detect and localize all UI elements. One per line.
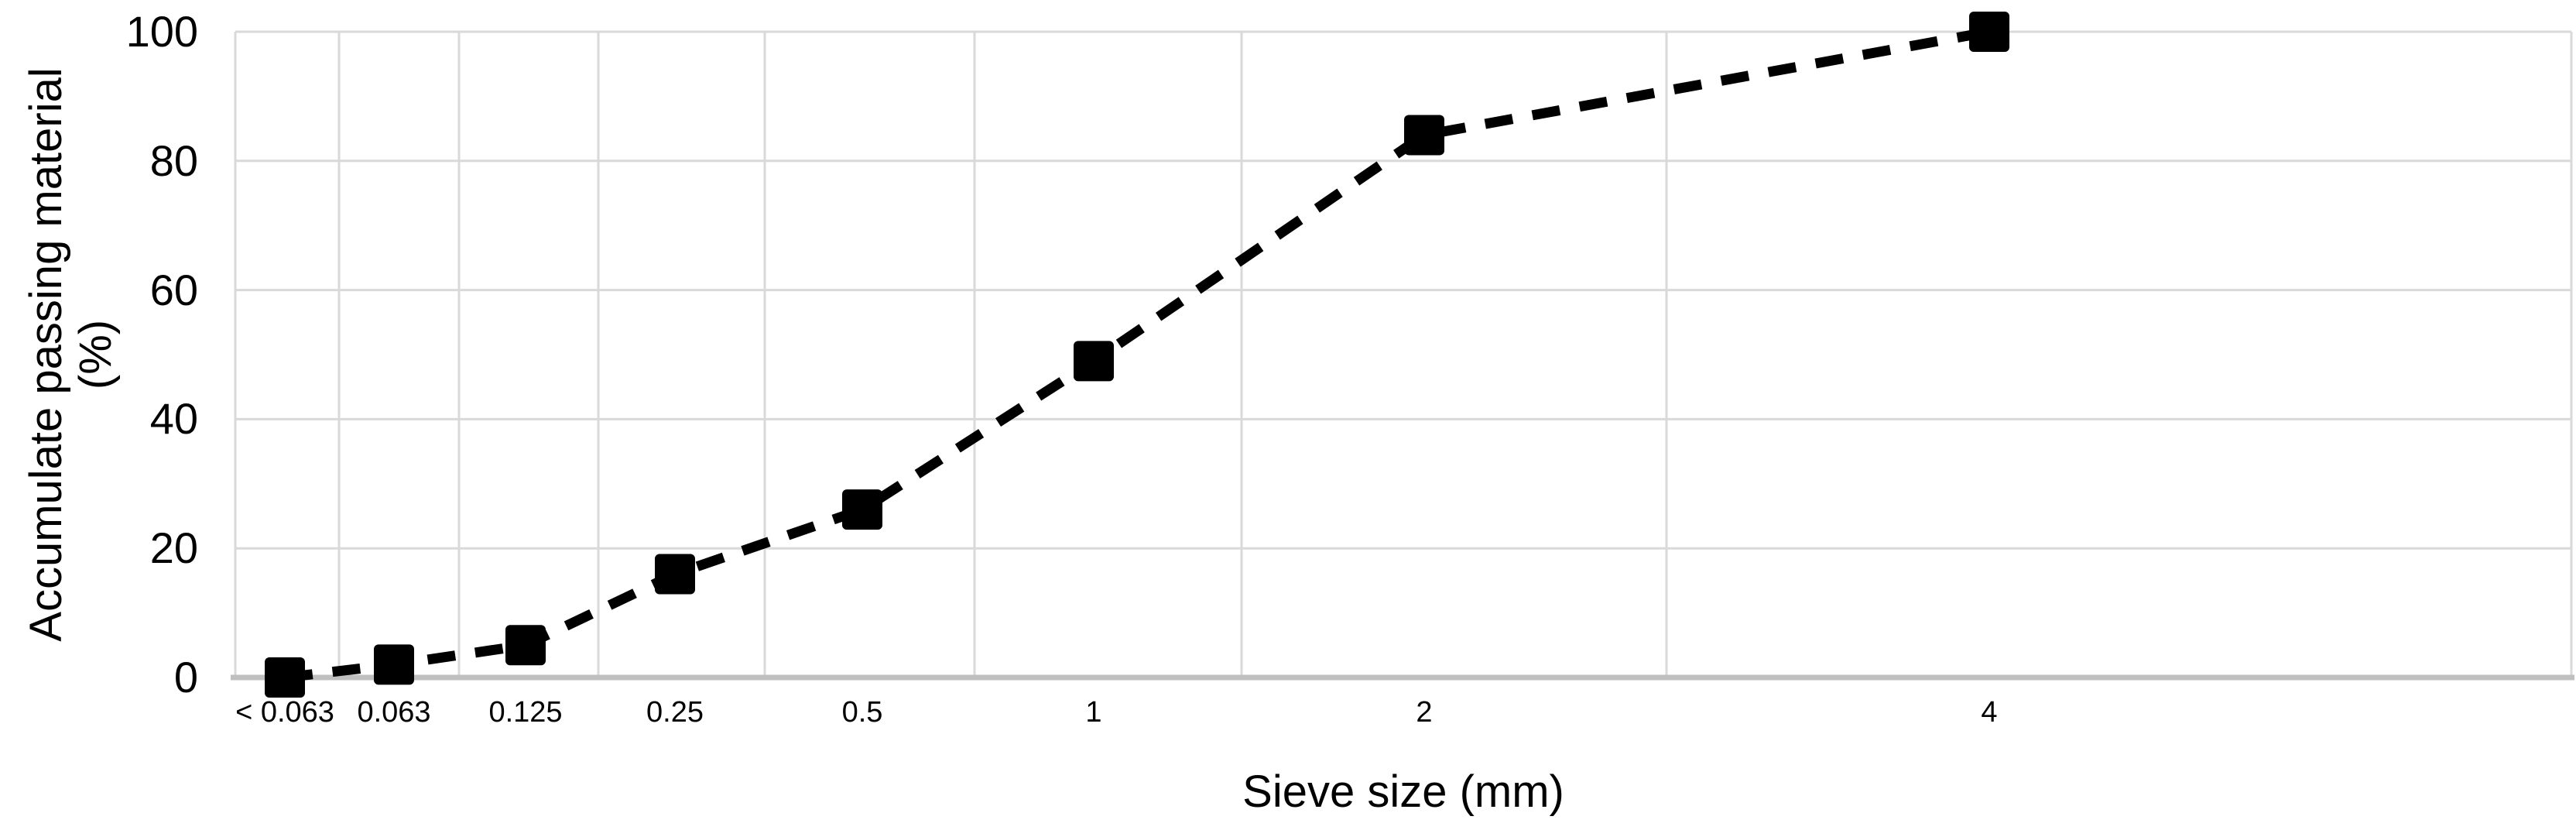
y-axis-title-line1: Accumulate passing material: [21, 67, 71, 642]
data-point-marker: [374, 644, 414, 685]
data-point-marker: [1404, 115, 1444, 156]
y-tick-label: 40: [149, 394, 198, 444]
series-line: [284, 26, 1991, 683]
x-tick-label: 0.25: [646, 696, 704, 729]
y-tick-label: 0: [173, 653, 198, 701]
x-tick-label: 2: [1416, 696, 1433, 729]
data-point-marker: [505, 625, 546, 666]
y-tick-label: 20: [149, 523, 198, 573]
data-point-marker: [842, 489, 882, 530]
x-tick-label: 0.5: [841, 696, 883, 729]
data-point-marker: [265, 657, 305, 698]
x-axis-title: Sieve size (mm): [1242, 767, 1564, 817]
y-axis-title: Accumulate passing material (%): [21, 0, 121, 742]
y-tick-label: 100: [125, 7, 198, 56]
data-point-marker: [1074, 341, 1114, 382]
y-tick-label: 60: [149, 265, 198, 314]
x-tick-label: 4: [1981, 696, 1998, 729]
data-point-marker: [655, 554, 695, 595]
y-axis-title-line2: (%): [70, 319, 121, 390]
x-tick-label: 1: [1085, 696, 1102, 729]
x-tick-label: 0.125: [488, 696, 563, 729]
x-tick-label: 0.063: [357, 696, 431, 729]
data-point-marker: [1969, 12, 2009, 52]
x-tick-label: < 0.063: [235, 696, 334, 729]
y-tick-label: 80: [149, 135, 198, 185]
